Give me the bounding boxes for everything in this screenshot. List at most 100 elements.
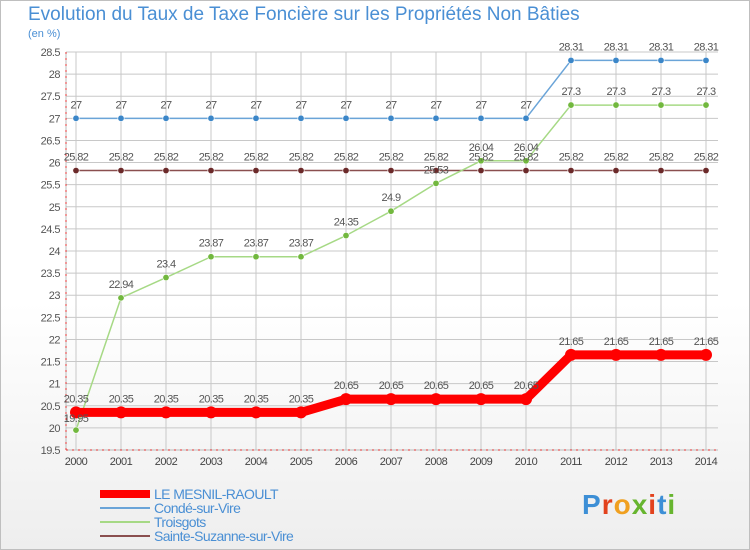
legend-swatch — [100, 507, 150, 509]
data-label: 27 — [475, 99, 487, 111]
data-point — [295, 406, 307, 419]
data-label: 27 — [205, 99, 217, 111]
y-tick-label: 25.5 — [41, 180, 61, 192]
logo-letter: i — [667, 489, 677, 520]
data-label: 20.65 — [514, 380, 539, 392]
data-point — [520, 393, 532, 406]
data-label: 27 — [295, 99, 307, 111]
data-point — [522, 157, 530, 165]
data-label: 22.94 — [109, 279, 134, 291]
x-tick-label: 2005 — [290, 456, 313, 468]
data-point — [475, 393, 487, 406]
x-tick-label: 2002 — [155, 456, 178, 468]
data-point — [655, 348, 667, 361]
data-label: 20.65 — [334, 380, 359, 392]
x-tick-label: 2004 — [245, 456, 268, 468]
y-tick-label: 20 — [49, 423, 61, 435]
data-label: 21.65 — [604, 336, 629, 348]
y-tick-label: 25 — [49, 202, 61, 214]
x-tick-label: 2014 — [695, 456, 718, 468]
data-point — [117, 167, 125, 175]
data-label: 27 — [385, 99, 397, 111]
data-label: 25.82 — [694, 152, 719, 164]
x-tick-label: 2001 — [110, 456, 133, 468]
logo-letter: r — [601, 489, 614, 520]
data-label: 25.82 — [514, 152, 539, 164]
data-label: 27 — [250, 99, 262, 111]
data-point — [342, 167, 350, 175]
y-tick-label: 22 — [49, 334, 61, 346]
x-tick-label: 2012 — [605, 456, 628, 468]
y-tick-label: 27 — [49, 113, 61, 125]
data-point — [432, 179, 440, 187]
data-label: 25.82 — [604, 152, 629, 164]
data-label: 25.82 — [559, 152, 584, 164]
data-point — [162, 114, 170, 122]
data-point — [657, 101, 665, 109]
data-point — [522, 114, 530, 122]
data-point — [342, 232, 350, 240]
data-point — [477, 167, 485, 175]
data-label: 20.65 — [469, 380, 494, 392]
data-label: 21.65 — [694, 336, 719, 348]
data-label: 28.31 — [649, 41, 674, 53]
data-point — [162, 274, 170, 282]
data-point — [160, 406, 172, 419]
chart-title: Evolution du Taux de Taxe Foncière sur l… — [28, 4, 580, 25]
data-label: 27 — [430, 99, 442, 111]
data-point — [340, 393, 352, 406]
data-point — [432, 167, 440, 175]
data-label: 25.82 — [289, 152, 314, 164]
logo-letter: P — [582, 489, 602, 520]
y-tick-label: 20.5 — [41, 401, 61, 413]
data-label: 23.4 — [156, 259, 175, 271]
data-point — [702, 56, 710, 64]
legend-item: LE MESNIL-RAOULT — [100, 486, 293, 502]
legend-label: Troisgots — [154, 514, 206, 530]
data-label: 27.3 — [696, 86, 715, 98]
data-point — [657, 56, 665, 64]
data-label: 25.53 — [424, 164, 449, 176]
data-label: 28.31 — [559, 41, 584, 53]
data-label: 20.35 — [64, 393, 89, 405]
data-point — [385, 393, 397, 406]
data-point — [70, 406, 82, 419]
data-label: 27 — [115, 99, 127, 111]
y-tick-label: 22.5 — [41, 312, 61, 324]
data-label: 20.35 — [289, 393, 314, 405]
x-tick-label: 2000 — [65, 456, 88, 468]
data-label: 25.82 — [649, 152, 674, 164]
data-point — [252, 253, 260, 261]
data-label: 25.82 — [64, 152, 89, 164]
data-point — [297, 114, 305, 122]
data-point — [477, 114, 485, 122]
data-point — [612, 101, 620, 109]
data-point — [205, 406, 217, 419]
data-point — [72, 426, 80, 434]
data-point — [430, 393, 442, 406]
data-point — [72, 114, 80, 122]
legend: LE MESNIL-RAOULT Condé-sur-Vire Troisgot… — [100, 486, 294, 544]
legend-swatch — [100, 521, 150, 523]
data-point — [702, 167, 710, 175]
y-tick-label: 19.5 — [41, 445, 61, 457]
x-tick-label: 2006 — [335, 456, 358, 468]
data-point — [565, 348, 577, 361]
y-tick-label: 28 — [49, 69, 61, 81]
data-point — [612, 56, 620, 64]
data-label: 23.87 — [199, 238, 224, 250]
data-label: 28.31 — [694, 41, 719, 53]
data-label: 28.31 — [604, 41, 629, 53]
data-point — [252, 114, 260, 122]
data-point — [117, 294, 125, 302]
data-label: 26.04 — [469, 142, 494, 154]
data-label: 20.35 — [244, 393, 269, 405]
data-label: 21.65 — [649, 336, 674, 348]
data-point — [387, 207, 395, 215]
data-label: 23.87 — [289, 238, 314, 250]
data-label: 27 — [340, 99, 352, 111]
data-point — [207, 114, 215, 122]
legend-label: Sainte-Suzanne-sur-Vire — [154, 528, 294, 544]
legend-swatch — [100, 490, 150, 498]
